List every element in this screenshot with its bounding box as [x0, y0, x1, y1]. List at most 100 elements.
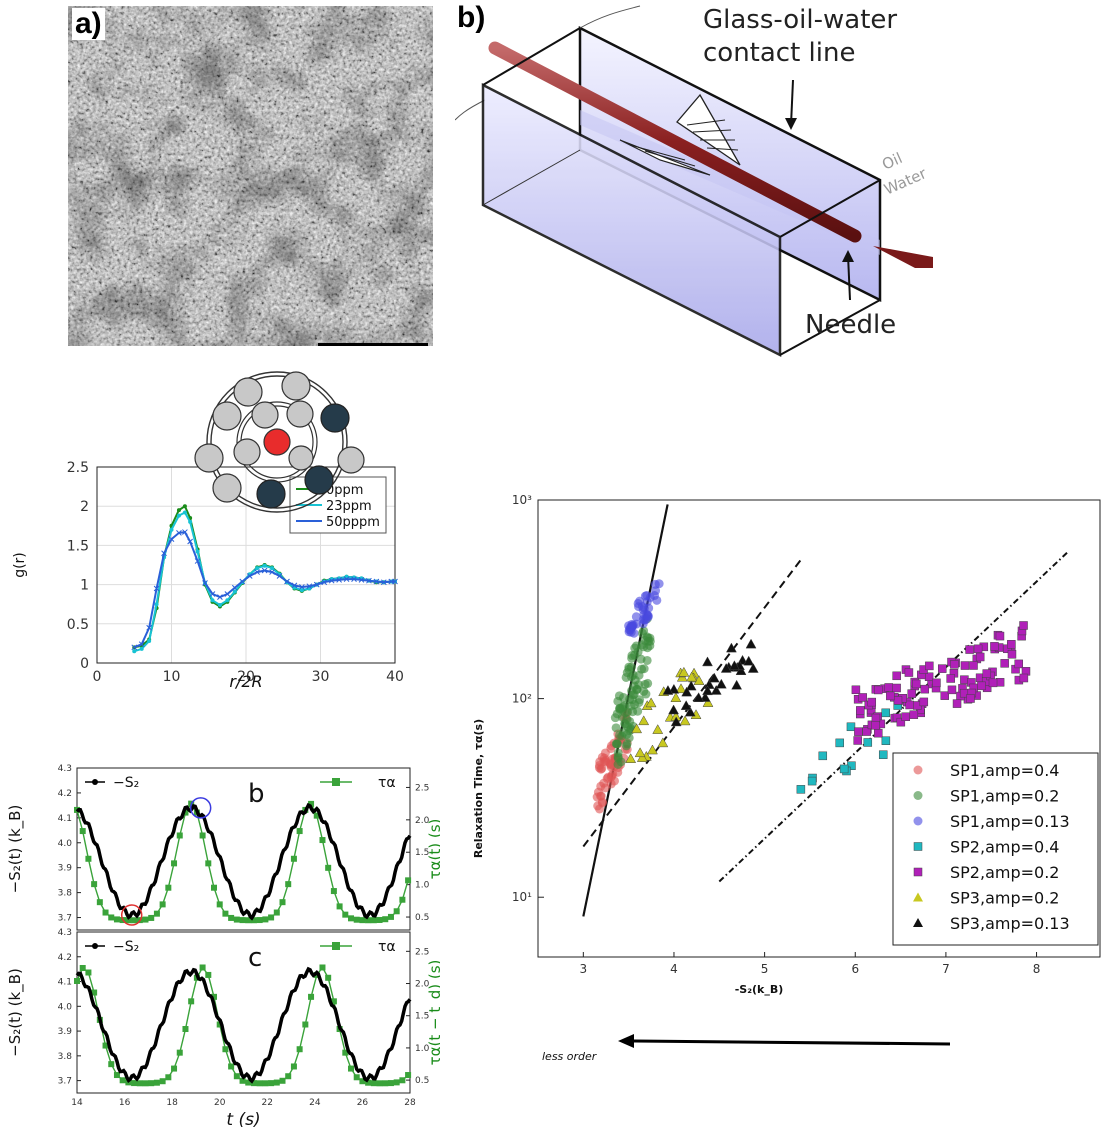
- gr-ytick-label: 2.5: [67, 460, 89, 476]
- rel-legend-marker: [913, 867, 923, 877]
- gr-point: [138, 641, 145, 648]
- b_timeseries-tau-point: [159, 901, 166, 908]
- rel-ytick-label: 10²: [512, 692, 532, 706]
- rel-point: [651, 586, 661, 596]
- rel-legend-label: SP2,amp=0.2: [950, 863, 1059, 882]
- b_timeseries-tau-point: [176, 832, 183, 839]
- b_timeseries-ytick-left-label: 4.1: [58, 814, 72, 824]
- c_timeseries-tau-point: [319, 964, 326, 971]
- c_timeseries-tau-point: [153, 1079, 160, 1086]
- c_timeseries-tau-point: [131, 1080, 138, 1087]
- rel-point: [596, 764, 606, 774]
- c_timeseries-tau-point: [165, 1074, 172, 1081]
- b_timeseries-tau-point: [199, 832, 206, 839]
- c_timeseries-tau-point: [159, 1078, 166, 1085]
- gr-point: [182, 510, 187, 515]
- b_timeseries-ytick-right-label: 1.0: [415, 881, 430, 891]
- rel-point: [708, 672, 720, 683]
- b_timeseries-tau-point: [131, 917, 138, 924]
- rel-point: [745, 638, 757, 649]
- rel-point: [874, 728, 883, 738]
- c_timeseries-xlabel: t (s): [226, 1110, 260, 1130]
- gr-point: [210, 598, 215, 603]
- b_timeseries-tau-point: [376, 916, 383, 923]
- b_timeseries-ytick-left-label: 4.0: [58, 839, 73, 849]
- gr-ytick-label: 0: [80, 656, 89, 672]
- gr-point: [343, 576, 350, 582]
- b_timeseries-tau-point: [353, 916, 360, 923]
- c_timeseries-ylabel-left: −S₂(t) (k_B): [6, 968, 25, 1057]
- gr-point: [366, 577, 372, 584]
- rel-point: [670, 716, 682, 727]
- rel-point: [693, 675, 705, 685]
- less-order-arrowhead: [618, 1034, 634, 1048]
- c_timeseries-xtick-label: 20: [214, 1098, 226, 1108]
- rel-point: [881, 708, 890, 718]
- gr-point: [224, 591, 231, 597]
- b_timeseries-ytick-left-label: 3.9: [58, 864, 73, 874]
- b_timeseries-tau-point: [387, 913, 394, 920]
- rel-point: [851, 685, 861, 695]
- rel-point: [937, 664, 947, 673]
- gr-point: [254, 569, 261, 575]
- rel-legend: SP1,amp=0.4 SP1,amp=0.2 SP1,amp=0.13 SP2,am…: [892, 752, 1099, 946]
- rel-point: [796, 785, 806, 794]
- rel-point: [858, 693, 867, 702]
- gr-point: [153, 585, 160, 592]
- gr-xtick-label: 40: [386, 669, 404, 685]
- b_timeseries-ylabel-right: τα(t) (s): [426, 819, 440, 880]
- b_timeseries-tau-point: [336, 903, 343, 910]
- rel-point: [636, 752, 648, 762]
- gr-point: [202, 580, 208, 586]
- b_timeseries-tau-point: [250, 917, 257, 924]
- rel-point: [699, 692, 711, 702]
- rel-point: [599, 756, 609, 766]
- c_timeseries-tau-point: [136, 1080, 143, 1087]
- c_timeseries-tau-point: [399, 1077, 406, 1084]
- c_timeseries-tau-point: [256, 1080, 263, 1087]
- panel-a-label: a): [72, 8, 105, 40]
- rel-point: [710, 684, 722, 695]
- gr-point: [313, 581, 320, 588]
- c_timeseries-tau-point: [268, 1080, 275, 1087]
- c_timeseries-tau-point: [239, 1077, 246, 1084]
- c_timeseries-tau-point: [188, 998, 195, 1005]
- rel-point: [884, 683, 893, 692]
- gr-point: [231, 584, 238, 591]
- rel-xtick-label: 7: [942, 962, 950, 976]
- b_timeseries-tau-point: [228, 914, 235, 921]
- c_timeseries-s2-line: [75, 966, 412, 1084]
- b_timeseries-ytick-right-label: 2.0: [415, 816, 430, 826]
- gr-point: [182, 504, 187, 509]
- rel-ytick-label: 10¹: [512, 890, 532, 904]
- rel-point: [638, 605, 648, 615]
- rel-point: [611, 723, 621, 733]
- c_timeseries-tau-point: [290, 1063, 297, 1070]
- b_timeseries-tau-point: [296, 828, 303, 835]
- c_timeseries-tau-point: [273, 1079, 280, 1086]
- c_timeseries-tau-point: [102, 1042, 109, 1049]
- c_timeseries-tau-point: [113, 1072, 120, 1079]
- b_timeseries-tau-point: [285, 881, 292, 888]
- rel-point: [1007, 640, 1016, 649]
- rel-point: [634, 747, 646, 758]
- gr-point: [262, 563, 267, 568]
- b_timeseries-ytick-right-label: 0.5: [415, 913, 429, 923]
- c_timeseries-tau-point: [370, 1080, 377, 1087]
- b_timeseries-tau-point: [205, 860, 212, 867]
- rel-point: [702, 697, 714, 707]
- rel-legend-label: SP1,amp=0.4: [950, 761, 1059, 780]
- c_timeseries-tau-point: [353, 1074, 360, 1081]
- rel-point: [681, 686, 693, 697]
- less-order-arrow: [629, 1039, 951, 1046]
- b_timeseries-tau-point: [399, 896, 406, 903]
- gr-legend-label: 23ppm: [326, 499, 372, 514]
- rel-point: [630, 700, 640, 710]
- gr-point: [351, 576, 357, 582]
- b_timeseries-tau-point: [308, 800, 315, 807]
- c_timeseries-tau-point: [308, 993, 315, 1000]
- gr-point: [239, 578, 246, 585]
- rel-point: [886, 691, 895, 701]
- rel-point: [960, 661, 970, 670]
- b_timeseries-legend-tau-marker: [332, 778, 340, 786]
